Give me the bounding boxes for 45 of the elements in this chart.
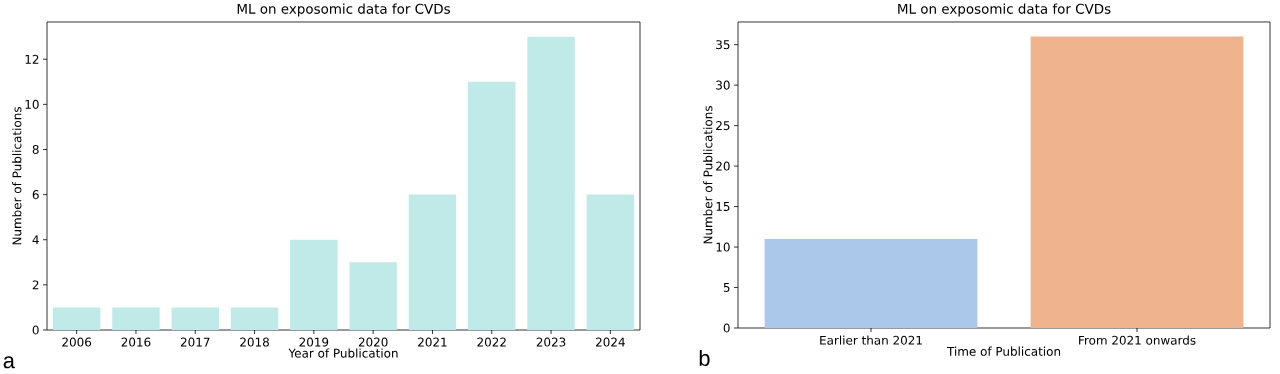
y-tick-label: 6 <box>32 190 39 200</box>
x-tick-label: 2017 <box>180 337 210 347</box>
bar <box>112 307 160 330</box>
x-tick-label: 2023 <box>536 337 566 347</box>
bar <box>586 194 635 330</box>
x-tick-label: 2019 <box>299 337 329 347</box>
x-axis-title: Year of Publication <box>288 348 398 358</box>
x-tick-label: Earlier than 2021 <box>820 335 922 345</box>
y-axis-title: Number of Publications <box>703 106 713 244</box>
y-tick-label: 15 <box>716 202 730 212</box>
y-tick-label: 4 <box>32 235 39 245</box>
chart-title: ML on exposomic data for CVDs <box>237 3 450 17</box>
text: b <box>699 349 710 367</box>
x-tick-label: 2022 <box>477 337 506 347</box>
text: a <box>3 356 15 369</box>
y-tick-label: 10 <box>716 242 730 252</box>
y-tick-label: 12 <box>25 54 39 64</box>
y-tick-label: 10 <box>25 99 39 109</box>
y-tick-label: 0 <box>32 325 39 335</box>
x-tick-label: 2006 <box>62 337 92 347</box>
bar <box>527 36 575 330</box>
y-tick-label: 8 <box>32 144 39 155</box>
y-tick-label: 35 <box>716 40 730 50</box>
y-tick-label: 2 <box>32 280 39 290</box>
y-tick-label: 0 <box>723 323 730 333</box>
x-axis-title: Time of Publication <box>946 346 1061 356</box>
y-tick-label: 30 <box>716 80 730 90</box>
x-tick-label: From 2021 onwards <box>1079 335 1196 345</box>
y-tick-label: 25 <box>716 121 730 131</box>
x-tick-label: 2016 <box>121 337 151 347</box>
x-tick-label: 2021 <box>418 337 447 347</box>
x-tick-label: 2024 <box>596 337 625 347</box>
x-tick-label: 2018 <box>240 337 269 347</box>
bar <box>468 81 516 330</box>
bar <box>171 307 219 330</box>
y-tick-label: 20 <box>716 161 730 171</box>
bar <box>230 307 279 330</box>
x-tick-label: 2020 <box>358 337 388 347</box>
bar <box>408 194 457 330</box>
chart-title: ML on exposomic data for CVDs <box>898 3 1111 17</box>
bar <box>290 239 338 330</box>
bar <box>52 307 101 330</box>
bar <box>349 262 397 330</box>
y-axis-title: Number of Publications <box>12 107 22 245</box>
y-tick-label: 5 <box>723 283 730 292</box>
